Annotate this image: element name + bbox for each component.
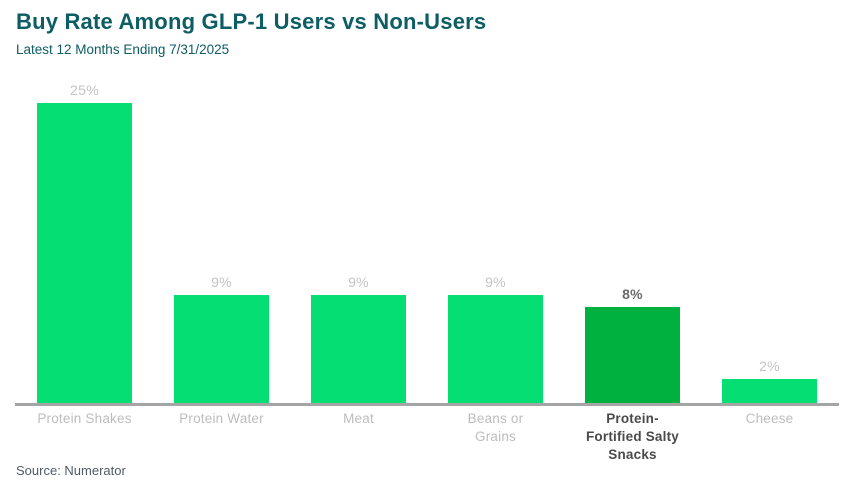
x-axis-label: Protein-Fortified Salty Snacks — [585, 411, 679, 462]
bar-value-label: 25% — [70, 82, 99, 98]
x-axis-label: Protein Shakes — [37, 411, 132, 426]
bar — [722, 379, 817, 403]
bar — [448, 295, 543, 403]
x-axis-line — [15, 403, 839, 406]
x-axis-label: Cheese — [745, 411, 794, 426]
bar-column: 9% — [448, 275, 543, 403]
x-axis-labels-row: Protein Shakes Protein Water Meat Beans or … — [37, 410, 817, 464]
x-axis-label: Protein Water — [179, 411, 264, 426]
x-axis-label: Beans or Grains — [467, 411, 524, 444]
bar-value-label: 9% — [211, 274, 232, 290]
x-axis-label-cell: Protein Shakes — [37, 410, 132, 464]
x-axis-label-cell: Protein Water — [174, 410, 269, 464]
x-axis-label-cell: Protein-Fortified Salty Snacks — [585, 410, 680, 464]
bar-column: 2% — [722, 359, 817, 403]
bars-row: 25% 9% 9% 9% 8% 2% — [37, 83, 817, 403]
bar-column: 8% — [585, 287, 680, 403]
bar-value-label: 8% — [622, 286, 643, 302]
chart-subtitle: Latest 12 Months Ending 7/31/2025 — [16, 42, 230, 57]
bar — [311, 295, 406, 403]
bar — [174, 295, 269, 403]
bar-column: 25% — [37, 83, 132, 403]
chart-title: Buy Rate Among GLP-1 Users vs Non-Users — [16, 9, 487, 34]
bar-column: 9% — [174, 275, 269, 403]
source-note: Source: Numerator — [16, 463, 126, 478]
bar — [37, 103, 132, 403]
x-axis-label-cell: Meat — [311, 410, 406, 464]
bar-column: 9% — [311, 275, 406, 403]
x-axis-label: Meat — [343, 411, 374, 426]
x-axis-label-cell: Beans or Grains — [448, 410, 543, 464]
x-axis-label-cell: Cheese — [722, 410, 817, 464]
bar-value-label: 9% — [348, 274, 369, 290]
bar-value-label: 9% — [485, 274, 506, 290]
bar-value-label: 2% — [759, 358, 780, 374]
bar — [585, 307, 680, 403]
